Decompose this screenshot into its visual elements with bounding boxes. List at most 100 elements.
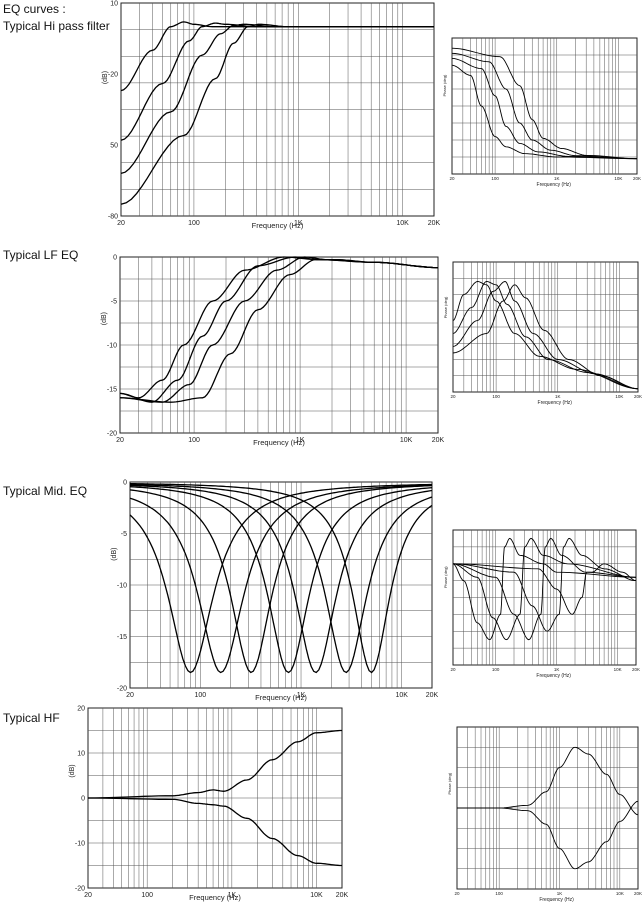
hf-phase-xlabel: Frequency (Hz): [539, 897, 574, 902]
mid-mag-xtick-label: 20: [126, 692, 134, 699]
hipass-phase-series-4-line: [451, 47, 638, 160]
hf-mag-xtick-label: 10K: [310, 892, 323, 899]
lf-phase-series-3-line: [452, 281, 639, 390]
hipass-mag-ylabel: (dB): [102, 71, 109, 84]
hipass-phase-ylabel: Phase (deg): [442, 74, 447, 96]
label-hf: Typical HF: [3, 711, 60, 725]
mid-phase-xtick-label: 100: [492, 667, 500, 672]
mid-mag-xtick-label: 20K: [426, 692, 439, 699]
hipass-mag-xlabel: Frequency (Hz): [252, 221, 304, 230]
lf-mag-series-4-line: [119, 258, 439, 403]
lf-mag-ylabel: (dB): [101, 312, 108, 325]
lf-mag-ytick-label: -20: [107, 431, 117, 438]
mid-phase-series-5-line: [453, 563, 637, 615]
hipass-phase-series-3-line: [451, 52, 638, 160]
mid-mag-series-4-line: [129, 486, 433, 674]
mid-mag-ytick-label: 0: [123, 480, 127, 487]
lf-mag-ytick-label: -15: [107, 387, 117, 394]
mid-mag-xtick-label: 1K: [297, 692, 306, 699]
mid-mag-ytick-label: -5: [121, 531, 127, 538]
mid-mag-series-3-line: [129, 484, 433, 674]
title-eq-curves: EQ curves :: [3, 2, 66, 16]
hf-mag-ytick-label: -20: [75, 886, 85, 893]
hipass-phase-xtick-label: 10K: [614, 176, 622, 181]
hf-mag-xtick-label: 1K: [228, 892, 237, 899]
lf-phase-series-4-line: [452, 284, 639, 390]
label-hipass: Typical Hi pass filter: [3, 19, 110, 33]
hf-phase-xtick-label: 1K: [557, 891, 563, 896]
hipass-mag-series-3-line: [120, 23, 434, 175]
hipass-mag-series-4-line: [120, 23, 434, 205]
hipass-mag-xtick-label: 20: [117, 220, 125, 227]
hf-mag-xtick-label: 20: [84, 892, 92, 899]
lf-phase-xtick-label: 20: [450, 394, 456, 399]
hf-mag-xtick-label: 20K: [336, 892, 349, 899]
lf-mag-xtick-label: 100: [188, 437, 200, 444]
lf-phase-series-2-line: [452, 281, 639, 390]
lf-phase-series-1-line: [452, 281, 639, 390]
mid-phase-xtick-label: 20: [450, 667, 456, 672]
mid-phase-series-2-line: [452, 537, 637, 641]
mid-phase-series-4-line: [452, 537, 637, 632]
hipass-phase-xtick-label: 20: [449, 176, 455, 181]
hipass-phase-xtick-label: 1K: [554, 176, 560, 181]
mid-mag-series-1-line: [129, 483, 432, 674]
mid-phase-series-1-line: [452, 537, 637, 641]
lf-phase-xtick-label: 1K: [555, 394, 561, 399]
lf-mag-xlabel: Frequency (Hz): [253, 438, 305, 447]
mid-mag-ytick-label: -20: [117, 686, 127, 693]
lf-phase-xtick-label: 100: [492, 394, 500, 399]
mid-phase-xtick-label: 1K: [554, 667, 560, 672]
hipass-phase-xlabel: Frequency (Hz): [537, 182, 572, 188]
hf-phase-series-2-line: [457, 800, 639, 870]
lf-mag-series-1-line: [119, 256, 439, 399]
mid-phase-ylabel: Phase (deg): [443, 566, 448, 588]
mid-phase-xtick-label: 10K: [614, 667, 622, 672]
label-mid-eq: Typical Mid. EQ: [3, 484, 88, 498]
lf-mag-xtick-label: 20: [116, 437, 124, 444]
mid-mag-series-6-line: [130, 483, 433, 674]
mid-mag-series-7-line: [130, 483, 433, 674]
hf-mag-ytick-label: 20: [77, 706, 85, 713]
hipass-mag-xtick-label: 1K: [294, 220, 303, 227]
hipass-mag-ytick-label: 50: [110, 143, 118, 150]
hf-mag-xtick-label: 100: [141, 892, 153, 899]
lf-mag-xtick-label: 1K: [296, 437, 305, 444]
lf-mag-xtick-label: 10K: [400, 437, 413, 444]
hipass-mag-series-2-line: [120, 22, 434, 141]
hipass-mag-ytick-label: -20: [108, 72, 118, 79]
hipass-mag-ytick-label: -80: [108, 214, 118, 221]
lf-mag-xtick-label: 20K: [432, 437, 445, 444]
lf-mag-ytick-label: 0: [113, 255, 117, 262]
mid-mag-series-2-line: [129, 484, 433, 674]
hf-mag-xlabel: Frequency (Hz): [189, 893, 241, 902]
hipass-phase-xtick-label: 100: [491, 176, 499, 181]
mid-mag-ylabel: (dB): [111, 547, 118, 560]
hf-phase-xtick-label: 20: [454, 891, 460, 896]
mid-phase-series-3-line: [452, 537, 637, 641]
hipass-phase-series-2-line: [451, 57, 637, 160]
lf-phase-xtick-label: 10K: [615, 394, 623, 399]
hipass-phase-xtick-label: 20K: [633, 176, 641, 181]
lf-mag-ytick-label: -10: [107, 343, 117, 350]
mid-mag-series-5-line: [129, 484, 433, 674]
hf-phase-xtick-label: 100: [495, 891, 503, 896]
hf-mag-ylabel: (dB): [69, 764, 76, 777]
hipass-mag-xtick-label: 20K: [428, 220, 441, 227]
hf-phase-series-1-line: [457, 746, 639, 816]
mid-phase-xlabel: Frequency (Hz): [536, 673, 571, 679]
hipass-mag-xtick-label: 10K: [396, 220, 409, 227]
mid-mag-xlabel: Frequency (Hz): [255, 693, 307, 702]
lf-phase-ylabel: Phase (deg): [443, 296, 448, 318]
hipass-phase-series-1-line: [451, 64, 637, 160]
hf-mag-ytick-label: 0: [81, 796, 85, 803]
mid-mag-xtick-label: 10K: [395, 692, 408, 699]
hipass-mag-xtick-label: 100: [188, 220, 200, 227]
hf-mag-series-2-line: [88, 797, 342, 867]
mid-phase-xtick-label: 20K: [632, 667, 640, 672]
hipass-mag-ytick-label: 10: [110, 1, 118, 8]
hf-mag-series-1-line: [88, 729, 342, 799]
hf-phase-ylabel: Phase (deg): [447, 772, 452, 794]
hf-phase-xtick-label: 10K: [616, 891, 624, 896]
